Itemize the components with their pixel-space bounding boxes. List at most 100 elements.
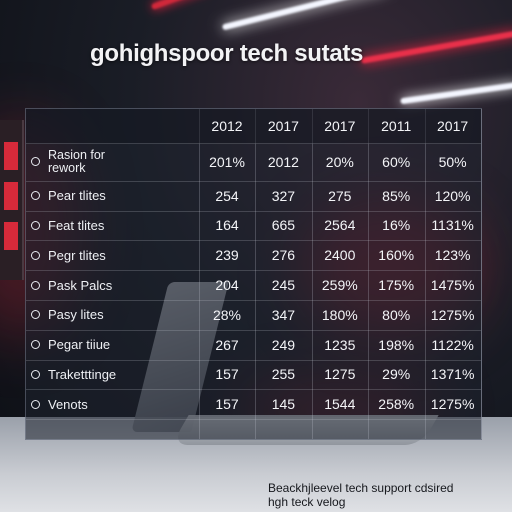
bullet-icon	[31, 157, 40, 167]
monitor-tile	[4, 222, 18, 250]
column-header: 2017	[437, 118, 469, 134]
table-cell: 254	[215, 187, 239, 204]
row-label-text: Rasion for rework	[48, 147, 105, 175]
ceiling-light-red	[360, 30, 512, 64]
table-cell: 160%	[378, 247, 415, 264]
row-label: Pegr tlites	[26, 240, 199, 270]
column-header: 2017	[267, 118, 299, 134]
table-cell: 201%	[209, 153, 245, 170]
column-divider	[368, 109, 370, 439]
bullet-icon	[31, 250, 40, 260]
row-label-text: Traketttinge	[48, 366, 117, 382]
page-title: gohighspoor tech sutats	[90, 40, 364, 67]
table-cell: 245	[271, 277, 296, 294]
stats-table: 2012 2017 2017 2011 2017 Rasion for rework 201…	[25, 108, 482, 440]
bullet-icon	[31, 280, 40, 290]
table-cell: 157	[215, 396, 239, 413]
table-row: Feat tlites 164 665 2564 16% 1131%	[26, 211, 481, 242]
caption: Beackhjleevel tech support cdsired hgh t…	[268, 481, 498, 509]
column-header: 2017	[324, 118, 356, 134]
table-cell: 60%	[382, 153, 411, 170]
row-label-text: Pear tlites	[48, 188, 106, 204]
caption-line-1: Beackhjleevel tech support cdsired	[268, 481, 454, 495]
table-cell: 2400	[324, 247, 356, 264]
row-label: Pasy lites	[26, 300, 199, 330]
row-label: Venots	[26, 389, 199, 419]
column-divider	[311, 109, 313, 439]
table-row: Traketttinge 157 255 1275 29% 1371%	[26, 360, 481, 391]
table-cell: 29%	[382, 366, 411, 383]
table-cell: 1371%	[430, 366, 475, 383]
table-cell: 255	[271, 366, 296, 383]
table-cell: 1131%	[431, 217, 474, 234]
row-label-text: Venots	[48, 396, 88, 412]
table-cell: 20%	[325, 153, 354, 170]
table-cell: 1275	[324, 366, 356, 383]
row-label: Traketttinge	[26, 360, 199, 390]
bullet-icon	[31, 340, 40, 350]
table-cell: 1235	[324, 336, 356, 353]
monitor-tile	[4, 142, 18, 170]
table-cell: 50%	[438, 153, 467, 170]
table-cell: 204	[215, 277, 239, 294]
table-cell: 2012	[267, 153, 299, 170]
row-label-text: Pegar tiiue	[48, 337, 111, 353]
bullet-icon	[31, 220, 40, 230]
bullet-icon	[31, 399, 40, 409]
table-cell: 239	[215, 247, 239, 264]
table-row: Pask Palcs 204 245 259% 175% 1475%	[26, 270, 481, 301]
table-cell: 665	[271, 217, 296, 234]
bullet-icon	[31, 369, 40, 379]
column-header: 2012	[211, 118, 243, 134]
table-cell: 16%	[382, 217, 411, 234]
table-cell: 1275%	[430, 396, 475, 413]
bullet-icon	[31, 310, 40, 320]
caption-line-2: hgh teck velog	[268, 495, 346, 509]
table-cell: 249	[271, 336, 296, 353]
table-cell: 198%	[378, 336, 415, 353]
column-header: 2011	[381, 118, 412, 134]
table-cell: 2564	[324, 217, 356, 234]
column-divider	[481, 109, 482, 439]
column-divider	[199, 109, 200, 439]
bullet-icon	[31, 191, 40, 201]
table-cell: 145	[271, 396, 296, 413]
table-cell: 267	[215, 336, 239, 353]
ceiling-light-red	[150, 0, 210, 11]
table-cell: 123%	[434, 247, 471, 264]
table-cell: 1475%	[430, 277, 475, 294]
row-label: Pask Palcs	[26, 270, 199, 300]
row-label: Pegar tiiue	[26, 330, 199, 360]
row-label-text: Pask Palcs	[48, 277, 113, 293]
table-cell: 1122%	[431, 336, 474, 353]
monitor-tile	[4, 182, 18, 210]
table-grid: 2012 2017 2017 2011 2017 Rasion for rework 201…	[26, 109, 482, 439]
table-cell: 157	[215, 366, 239, 383]
row-label-text: Feat tlites	[48, 217, 105, 233]
table-row: Rasion for rework 201% 2012 20% 60% 50%	[26, 143, 481, 182]
row-label-text: Pegr tlites	[48, 247, 106, 263]
table-cell: 164	[215, 217, 239, 234]
table-header-row: 2012 2017 2017 2011 2017	[26, 109, 481, 144]
row-label: Rasion for rework	[26, 143, 199, 181]
table-cell: 258%	[378, 396, 415, 413]
table-row: Venots 157 145 1544 258% 1275%	[26, 389, 481, 421]
row-label-text: Pasy lites	[48, 307, 104, 323]
table-cell: 175%	[378, 277, 415, 294]
background-monitor	[0, 120, 24, 280]
table-cell: 327	[271, 187, 296, 204]
row-label: Pear tlites	[26, 181, 199, 211]
table-cell: 1544	[324, 396, 356, 413]
column-divider	[424, 109, 426, 439]
table-cell: 180%	[321, 306, 358, 323]
table-cell: 259%	[321, 277, 358, 294]
column-divider	[255, 109, 257, 439]
table-cell: 120%	[434, 187, 471, 204]
table-row: Pear tlites 254 327 275 85% 120%	[26, 181, 481, 212]
table-row: Pegr tlites 239 276 2400 160% 123%	[26, 240, 481, 272]
table-row: Pegar tiiue 267 249 1235 198% 1122%	[26, 330, 481, 361]
table-cell: 85%	[382, 187, 411, 204]
table-cell: 1275%	[430, 306, 475, 323]
table-row: Pasy lites 28% 347 180% 80% 1275%	[26, 300, 481, 331]
table-cell: 275	[328, 187, 352, 204]
